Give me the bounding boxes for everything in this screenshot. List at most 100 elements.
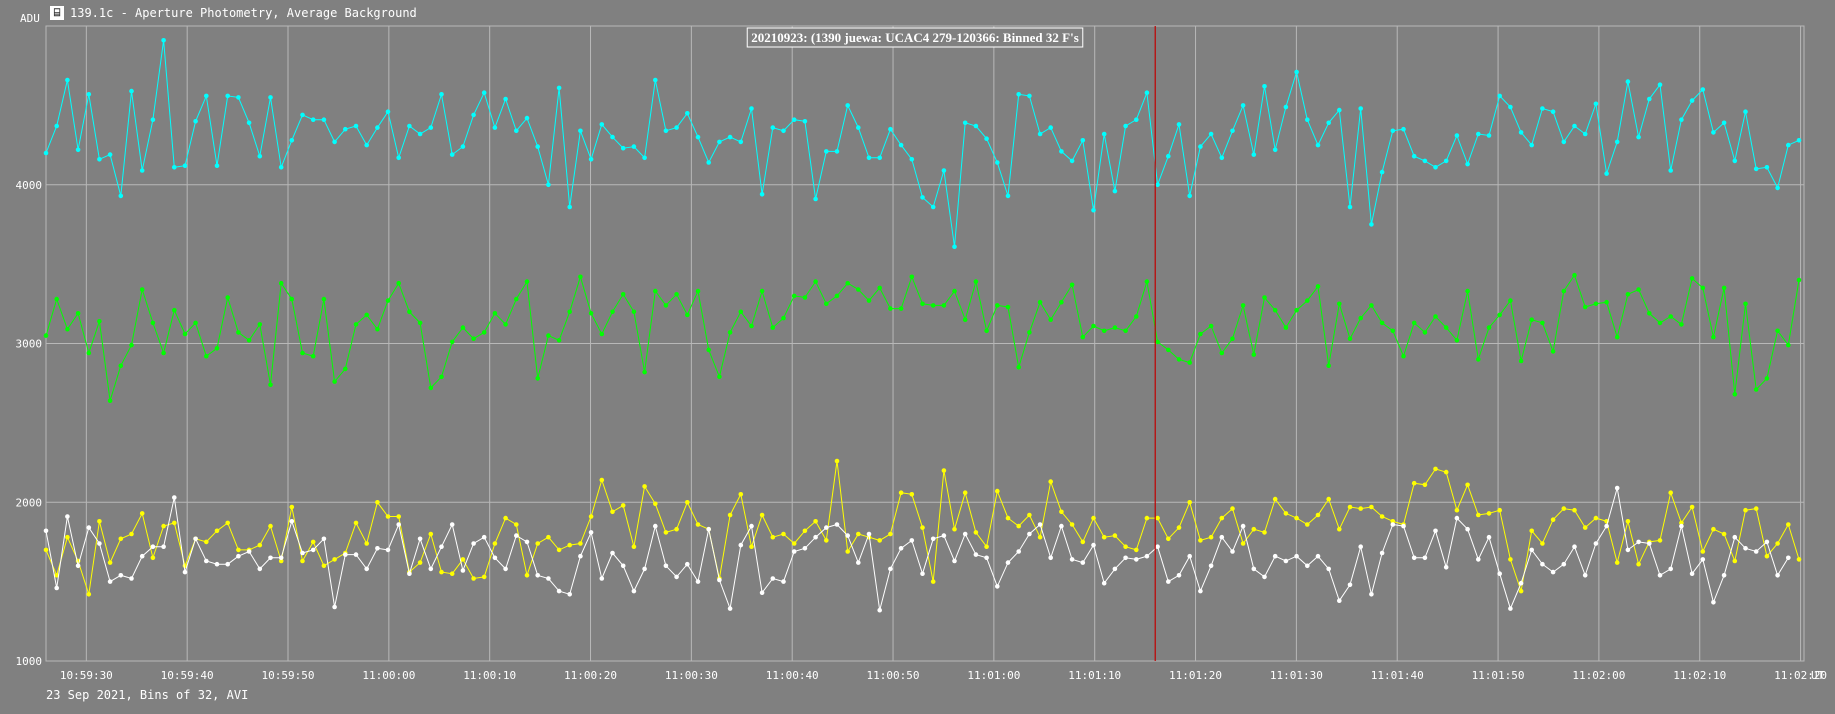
data-point	[1764, 553, 1770, 559]
data-point	[449, 522, 455, 527]
data-point	[503, 566, 508, 572]
data-point	[1123, 123, 1128, 129]
data-point	[1764, 539, 1770, 545]
data-point	[1411, 153, 1417, 159]
data-point	[449, 571, 455, 576]
data-point	[695, 134, 701, 140]
data-point	[546, 576, 551, 581]
data-point	[588, 311, 594, 316]
data-point	[1283, 325, 1289, 330]
data-point	[492, 311, 498, 316]
data-point	[1037, 131, 1043, 137]
x-tick-label: 11:02:10	[1673, 669, 1726, 682]
data-point	[1101, 534, 1107, 540]
data-point	[1016, 365, 1021, 370]
data-point	[620, 145, 626, 151]
data-point	[1134, 314, 1139, 319]
data-point	[1614, 334, 1620, 340]
data-point	[1123, 328, 1128, 334]
data-point	[706, 347, 711, 353]
data-point	[791, 293, 797, 299]
data-point	[962, 317, 968, 323]
data-point	[1326, 120, 1331, 126]
data-point	[727, 330, 733, 335]
data-point	[1091, 323, 1096, 329]
data-point	[1337, 526, 1342, 532]
data-point	[1732, 534, 1738, 540]
data-point	[1187, 500, 1192, 505]
data-point	[663, 563, 669, 569]
data-point	[310, 353, 316, 359]
data-point	[214, 163, 220, 168]
data-point	[1625, 519, 1631, 524]
data-point	[909, 538, 915, 543]
data-point	[1614, 139, 1620, 145]
data-point	[1048, 125, 1053, 130]
data-point	[1059, 299, 1064, 305]
data-point	[1208, 534, 1214, 540]
data-point	[268, 523, 273, 529]
data-point	[1679, 117, 1684, 122]
data-point	[813, 279, 818, 284]
data-point	[514, 533, 519, 538]
data-point	[1294, 515, 1299, 521]
data-point	[1743, 507, 1748, 513]
data-point	[460, 557, 466, 562]
data-point	[1753, 387, 1759, 392]
x-tick-label: 10:59:30	[60, 669, 113, 682]
data-point	[1454, 507, 1460, 513]
data-point	[1198, 588, 1203, 594]
data-point	[396, 280, 402, 286]
data-point	[1080, 560, 1086, 565]
data-point	[1518, 580, 1524, 586]
data-point	[813, 196, 818, 202]
data-point	[1764, 165, 1770, 170]
data-point	[759, 590, 765, 595]
data-point	[1593, 515, 1599, 521]
data-point	[685, 500, 690, 505]
data-point	[1069, 557, 1075, 562]
data-point	[962, 490, 968, 496]
data-point	[107, 152, 113, 157]
data-point	[962, 531, 968, 537]
data-point	[214, 528, 220, 534]
data-point	[1016, 92, 1021, 97]
data-point	[1134, 547, 1139, 553]
data-point	[524, 279, 530, 284]
data-point	[1732, 558, 1738, 564]
data-point	[343, 552, 348, 557]
data-point	[578, 553, 583, 559]
data-point	[97, 319, 102, 324]
data-point	[1508, 557, 1513, 562]
data-point	[909, 274, 915, 280]
data-point	[1550, 109, 1556, 114]
chart-title-box	[746, 27, 1084, 48]
data-point	[1711, 526, 1716, 532]
data-point	[385, 298, 391, 303]
series-line	[45, 274, 1800, 401]
data-point	[1198, 144, 1203, 149]
data-point	[129, 342, 134, 348]
data-point	[1550, 349, 1556, 354]
data-point	[86, 92, 92, 97]
data-point	[1454, 338, 1460, 343]
data-point	[1572, 507, 1577, 513]
data-point	[663, 303, 669, 308]
data-point	[332, 139, 337, 145]
data-point	[791, 541, 797, 546]
data-point	[107, 579, 113, 584]
data-point	[738, 542, 744, 548]
data-point	[588, 514, 594, 519]
data-point	[439, 544, 444, 549]
data-point	[1005, 560, 1011, 565]
data-point	[1711, 334, 1716, 340]
data-point	[1240, 523, 1246, 529]
data-point	[1753, 549, 1759, 554]
data-point	[1593, 541, 1599, 546]
data-point	[717, 374, 722, 380]
data-point	[599, 331, 605, 337]
data-point	[1069, 522, 1075, 527]
data-point	[417, 131, 423, 137]
data-point	[1262, 295, 1267, 300]
data-point	[1347, 504, 1353, 510]
